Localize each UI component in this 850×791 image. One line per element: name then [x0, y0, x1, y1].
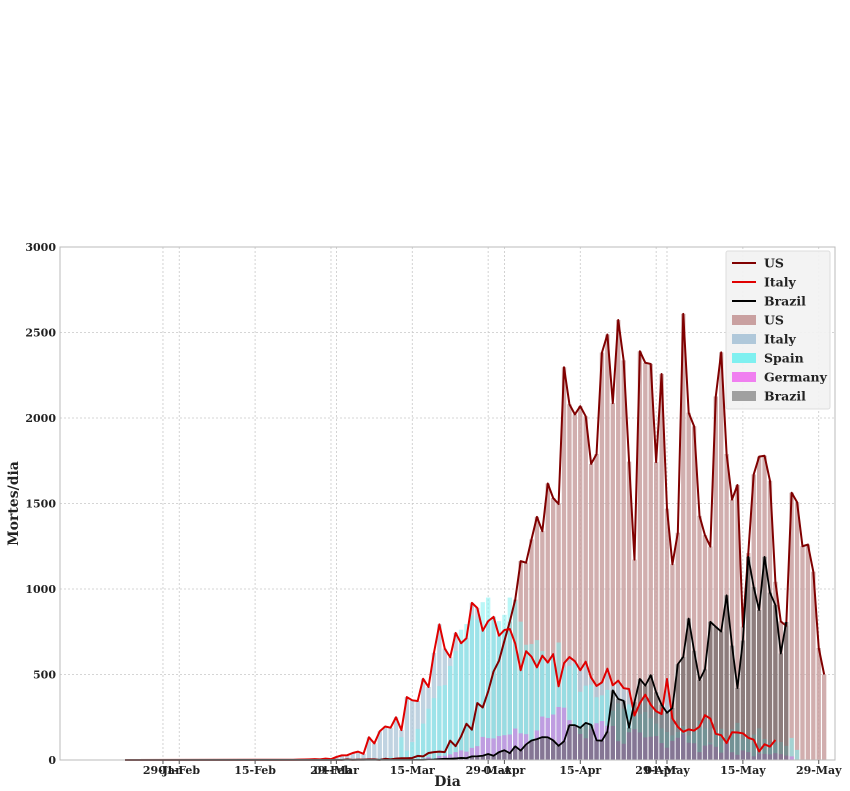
bar-brazil [573, 725, 577, 760]
legend-label: Brazil [764, 294, 806, 309]
bar-brazil [616, 699, 620, 760]
bar-spain [399, 737, 403, 760]
bar-brazil [665, 713, 669, 760]
bar-italy [394, 717, 398, 760]
bar-us [795, 502, 799, 760]
bar-brazil [627, 728, 631, 760]
legend-swatch-bar [732, 391, 756, 401]
bar-brazil [535, 739, 539, 760]
x-tick-label: 29-May [796, 764, 842, 777]
legend-label: Italy [764, 275, 796, 290]
bar-brazil [768, 593, 772, 760]
grid-layer [60, 247, 835, 760]
x-tick-label: 01-May [644, 764, 690, 777]
bar-brazil [584, 723, 588, 760]
x-axis-title: Dia [434, 774, 461, 787]
y-tick-label: 0 [48, 754, 56, 767]
bar-brazil [594, 740, 598, 760]
bar-brazil [719, 632, 723, 760]
bar-spain [475, 619, 479, 760]
bar-brazil [562, 741, 566, 760]
bar-brazil [649, 675, 653, 760]
bar-us [817, 648, 821, 760]
y-tick-label: 2500 [25, 327, 56, 340]
bar-italy [388, 728, 392, 760]
bar-brazil [600, 741, 604, 760]
x-tick-label: 15-Mar [390, 764, 435, 777]
bar-brazil [757, 610, 761, 760]
bar-brazil [540, 737, 544, 760]
legend-label: Spain [764, 351, 804, 366]
legend-swatch-bar [732, 372, 756, 382]
bar-us [822, 675, 826, 761]
bar-brazil [773, 605, 777, 760]
x-tick-label: 01-Apr [483, 764, 525, 777]
bar-brazil [519, 751, 523, 760]
bar-brazil [779, 653, 783, 760]
legend-swatch-bar [732, 315, 756, 325]
x-tick-label: 01-Feb [158, 764, 200, 777]
bar-brazil [692, 651, 696, 760]
bar-brazil [735, 688, 739, 760]
x-tick-label: 01-Mar [314, 764, 359, 777]
legend-label: Italy [764, 332, 796, 347]
bar-brazil [654, 692, 658, 760]
bar-brazil [752, 587, 756, 760]
bar-brazil [697, 680, 701, 760]
bar-us [800, 546, 804, 760]
legend-swatch-bar [732, 353, 756, 363]
bar-germany [789, 756, 793, 760]
bar-spain [470, 616, 474, 761]
legend-label: Brazil [764, 389, 806, 404]
bar-brazil [578, 728, 582, 760]
bar-brazil [681, 657, 685, 760]
bar-brazil [546, 737, 550, 760]
bar-brazil [762, 557, 766, 760]
bar-brazil [687, 619, 691, 760]
bar-spain [432, 698, 436, 760]
x-tick-label: 15-Apr [559, 764, 601, 777]
bar-brazil [724, 595, 728, 760]
bar-italy [383, 726, 387, 760]
bar-italy [372, 743, 376, 760]
legend: US Italy Brazil US Italy Spain Germany Brazil [726, 251, 830, 409]
bar-brazil [551, 740, 555, 760]
x-tick-label: 15-Feb [234, 764, 276, 777]
legend-swatch-bar [732, 334, 756, 344]
bar-brazil [508, 753, 512, 760]
y-tick-label: 500 [33, 669, 56, 682]
legend-label: US [764, 313, 784, 328]
y-tick-label: 2000 [25, 412, 56, 425]
bar-us [806, 545, 810, 760]
y-axis-title: Mortes/dia [6, 461, 22, 546]
bar-spain [464, 624, 468, 760]
x-tick-label: 15-May [720, 764, 766, 777]
bar-brazil [638, 679, 642, 760]
y-tick-label: 3000 [25, 241, 56, 254]
bar-brazil [714, 627, 718, 760]
legend-label: Germany [764, 370, 828, 385]
bar-spain [437, 686, 441, 760]
legend-label: US [764, 256, 784, 271]
bar-brazil [556, 746, 560, 760]
bar-brazil [784, 622, 788, 760]
y-tick-label: 1000 [25, 583, 56, 596]
bar-brazil [529, 741, 533, 760]
bar-spain [795, 750, 799, 760]
y-tick-label: 1500 [25, 498, 56, 511]
